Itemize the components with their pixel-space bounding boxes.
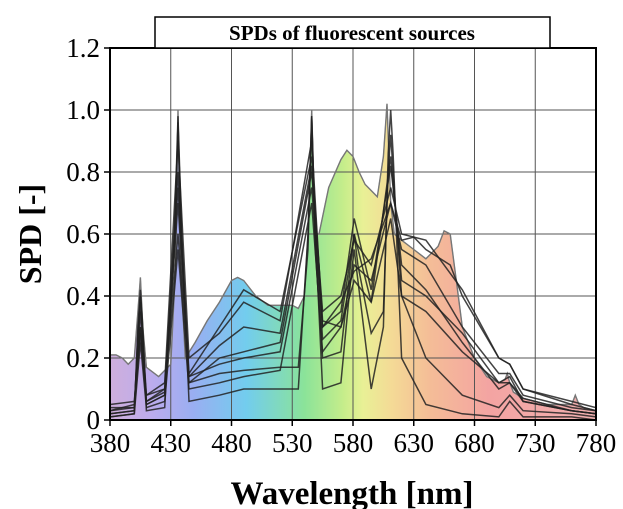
title-frame: [154, 16, 551, 49]
y-tick-label: 0: [87, 405, 101, 435]
x-tick-label: 530: [272, 428, 313, 458]
y-tick-label: 1.2: [66, 33, 100, 63]
spd-curves: [110, 103, 596, 420]
x-tick-label: 380: [90, 428, 131, 458]
title-box: SPDs of fluorescent sources: [154, 16, 551, 49]
series-line-3: [110, 140, 596, 415]
x-axis-title: Wavelength [nm]: [231, 476, 474, 509]
x-tick-label: 480: [211, 428, 252, 458]
y-tick-label: 0.2: [66, 343, 100, 373]
y-axis-title: SPD [-]: [12, 184, 48, 284]
y-tick-label: 0.6: [66, 219, 100, 249]
x-tick-label: 630: [394, 428, 435, 458]
chart-title: SPDs of fluorescent sources: [229, 21, 475, 45]
y-tick-label: 1.0: [66, 95, 100, 125]
x-tick-label: 680: [454, 428, 495, 458]
series-line-7: [110, 202, 596, 418]
series-line-4: [110, 156, 596, 412]
y-tick-label: 0.4: [66, 281, 100, 311]
y-tick-label: 0.8: [66, 157, 100, 187]
series-line-8: [110, 156, 596, 415]
x-tick-label: 580: [333, 428, 374, 458]
x-tick-label: 730: [515, 428, 556, 458]
axis-ticks: 380 430 480 530 580 630 680 730 780 0 0.2 0.4 0.6 0.8…: [66, 33, 616, 458]
x-tick-label: 430: [151, 428, 192, 458]
x-tick-label: 780: [576, 428, 617, 458]
